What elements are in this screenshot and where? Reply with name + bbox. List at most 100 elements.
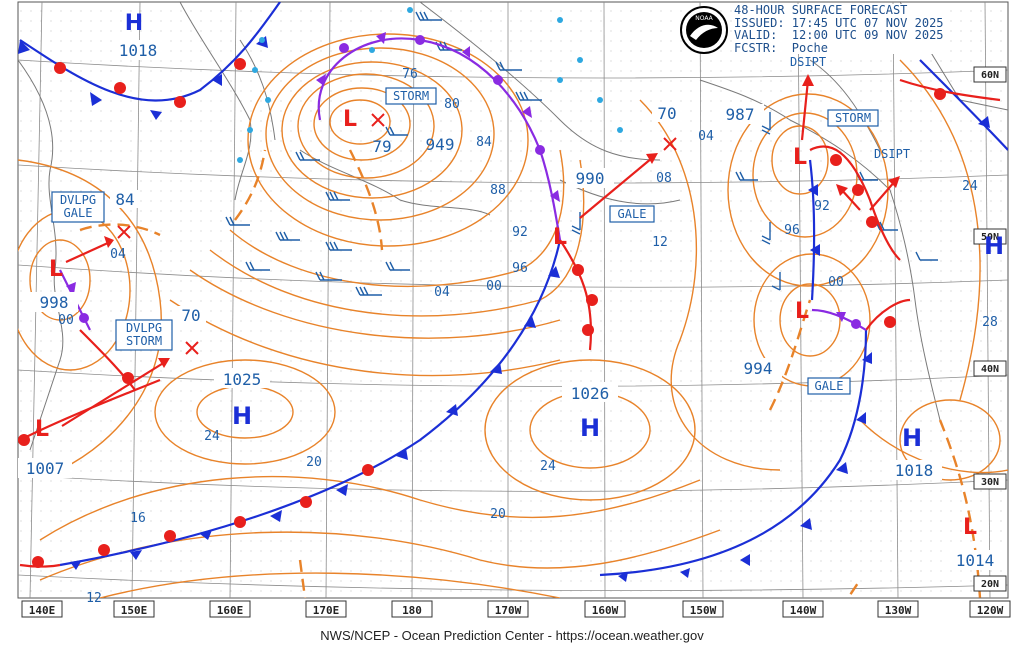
lon-label-box bbox=[209, 600, 251, 618]
high-h5: H bbox=[984, 232, 1004, 260]
low-pressure: 79 bbox=[372, 137, 391, 156]
low-letter: L bbox=[795, 299, 809, 324]
lon-label: 170W bbox=[495, 604, 522, 617]
isobar-label: 04 bbox=[110, 247, 126, 262]
lon-label-box bbox=[305, 600, 347, 618]
isobar-label: 96 bbox=[784, 223, 800, 238]
lat-label-box bbox=[973, 360, 1007, 377]
high-h4: H 1018 bbox=[886, 424, 942, 480]
low-letter: L bbox=[553, 225, 567, 250]
forecast-header: 48-HOUR SURFACE FORECAST ISSUED: 17:45 UT… bbox=[734, 4, 944, 54]
high-pressure: 1025 bbox=[223, 370, 262, 389]
isobar-label: 04 bbox=[434, 285, 450, 300]
low-l5: L 998 bbox=[30, 257, 78, 312]
isobar-label: 92 bbox=[512, 225, 528, 240]
isobar-label: 24 bbox=[204, 429, 220, 444]
noaa-logo: NOAA bbox=[680, 6, 728, 54]
low-pressure: 994 bbox=[744, 359, 773, 378]
forecast-title: 48-HOUR SURFACE FORECAST bbox=[734, 3, 908, 17]
warning-storm: STORM bbox=[393, 89, 429, 103]
isobar-label: 84 bbox=[476, 135, 492, 150]
lon-label: 180 bbox=[402, 604, 422, 617]
lon-label-box bbox=[682, 600, 724, 618]
isobar-label: 24 bbox=[540, 459, 556, 474]
high-pressure: 1018 bbox=[119, 41, 158, 60]
isobar-label: 04 bbox=[698, 129, 714, 144]
low-l6: L 1007 bbox=[18, 417, 72, 478]
lon-label-box bbox=[391, 600, 433, 618]
high-h3: 1026 H bbox=[562, 382, 618, 442]
lat-label-box bbox=[973, 228, 1007, 245]
isobar-label: 96 bbox=[512, 261, 528, 276]
isobar-label: 80 bbox=[444, 97, 460, 112]
high-letter: H bbox=[902, 424, 922, 452]
warning-dsipt: DSIPT bbox=[790, 55, 826, 69]
forecast-point-values: 84 70 70 bbox=[110, 104, 682, 325]
warning-dsipt: DSIPT bbox=[874, 147, 910, 161]
isobar-label: 12 bbox=[652, 235, 668, 250]
latitude-labels: 60N 50N 40N 30N 20N bbox=[973, 66, 1007, 592]
low-l7: L 1014 bbox=[948, 515, 1002, 570]
isobar-label: 88 bbox=[490, 183, 506, 198]
low-l1: L 79 bbox=[343, 107, 392, 156]
low-l4: L 994 bbox=[734, 299, 809, 378]
low-l3: L 987 bbox=[716, 104, 807, 170]
isobar-label: 00 bbox=[828, 275, 844, 290]
lon-label: 150E bbox=[121, 604, 148, 617]
lon-label-box bbox=[782, 600, 824, 618]
low-letter: L bbox=[49, 257, 63, 282]
warm-fronts bbox=[18, 58, 1001, 568]
cold-fronts bbox=[18, 2, 1008, 582]
high-letter: H bbox=[984, 232, 1004, 260]
warning-dvlpg-gale: DVLPG GALE bbox=[60, 193, 96, 220]
lon-label: 130W bbox=[885, 604, 912, 617]
lat-label: 40N bbox=[981, 364, 999, 375]
low-pressure: 987 bbox=[726, 105, 755, 124]
isobar-label: 20 bbox=[306, 455, 322, 470]
isobar-label: 08 bbox=[656, 171, 672, 186]
high-pressure: 1018 bbox=[895, 461, 934, 480]
high-letter: H bbox=[125, 11, 143, 36]
troughs bbox=[79, 149, 982, 598]
warning-labels: STORM GALE STORM GALE DVLPG GALE DVLPG STO… bbox=[51, 55, 910, 395]
noaa-logo-text: NOAA bbox=[695, 15, 713, 22]
forecast-value: 70 bbox=[181, 306, 200, 325]
low-letter: L bbox=[963, 515, 977, 540]
footer-credit: NWS/NCEP - Ocean Prediction Center - htt… bbox=[320, 628, 704, 643]
lat-label-box bbox=[973, 473, 1007, 490]
low-letter: L bbox=[343, 107, 357, 132]
lat-label: 30N bbox=[981, 477, 999, 488]
lat-label-box bbox=[973, 575, 1007, 592]
lon-label-box bbox=[584, 600, 626, 618]
low-letter: L bbox=[35, 417, 49, 442]
lat-label: 50N bbox=[981, 232, 999, 243]
forecast-value: 84 bbox=[115, 190, 134, 209]
high-h2: 1025 H bbox=[214, 368, 270, 430]
lat-label: 20N bbox=[981, 579, 999, 590]
lon-label: 160W bbox=[592, 604, 619, 617]
occluded-fronts bbox=[59, 32, 867, 331]
lon-label-box bbox=[113, 600, 155, 618]
lat-label: 60N bbox=[981, 70, 999, 81]
lon-label: 140W bbox=[790, 604, 817, 617]
lon-label: 140E bbox=[29, 604, 56, 617]
isobar-label: 00 bbox=[486, 279, 502, 294]
sea-ice-markers bbox=[237, 7, 623, 163]
warning-storm: STORM bbox=[835, 111, 871, 125]
low-pressure: 998 bbox=[40, 293, 69, 312]
valid-time: VALID: 12:00 UTC 09 NOV 2025 bbox=[734, 28, 944, 42]
isobar-label: 92 bbox=[814, 199, 830, 214]
high-letter: H bbox=[232, 402, 252, 430]
forecast-value: 70 bbox=[657, 104, 676, 123]
lon-label: 120W bbox=[977, 604, 1004, 617]
warning-dvlpg-storm: DVLPG STORM bbox=[126, 321, 162, 348]
isobar-label: 20 bbox=[490, 507, 506, 522]
isobar-label: 00 bbox=[58, 313, 74, 328]
isobar-label: 949 bbox=[426, 135, 455, 154]
isobar-labels: 76 80 84 88 92 96 949 04 00 08 12 04 20 16 12 20 24 24 92 9… bbox=[58, 67, 998, 606]
lon-label-box bbox=[969, 600, 1011, 618]
low-pressure: 1007 bbox=[26, 459, 65, 478]
longitude-labels: 140E 150E 160E 170E 180 170W 160W 150W 140W 130W 1… bbox=[21, 600, 1011, 618]
lon-label-box bbox=[877, 600, 919, 618]
